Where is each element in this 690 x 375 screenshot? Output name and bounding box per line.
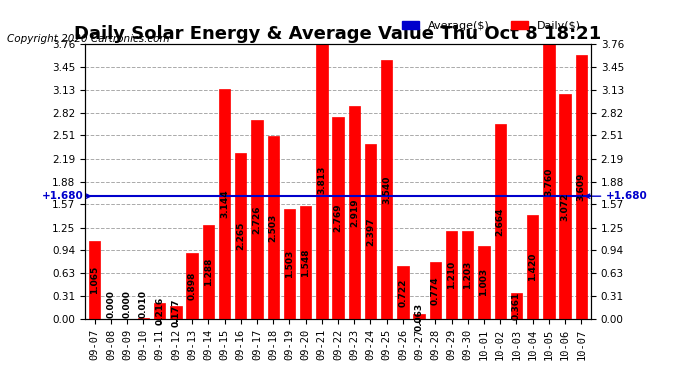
Bar	[446, 231, 457, 319]
Text: 0.898: 0.898	[188, 272, 197, 300]
Text: 1.288: 1.288	[204, 258, 213, 286]
Bar	[268, 136, 279, 319]
Title: Daily Solar Energy & Average Value Thu Oct 8 18:21: Daily Solar Energy & Average Value Thu O…	[75, 24, 602, 42]
Bar	[89, 241, 101, 319]
Legend: Average($), Daily($): Average($), Daily($)	[397, 16, 585, 36]
Bar	[300, 206, 311, 319]
Text: 1.503: 1.503	[285, 250, 294, 278]
Text: 3.144: 3.144	[220, 190, 229, 218]
Bar	[170, 306, 181, 319]
Text: 2.726: 2.726	[253, 205, 262, 234]
Text: +1.680: +1.680	[586, 191, 648, 201]
Bar	[186, 254, 198, 319]
Bar	[462, 231, 473, 319]
Text: 0.177: 0.177	[171, 298, 180, 327]
Bar	[219, 89, 230, 319]
Bar	[154, 303, 166, 319]
Bar	[138, 318, 149, 319]
Text: 2.919: 2.919	[350, 198, 359, 226]
Bar	[365, 144, 376, 319]
Bar	[527, 215, 538, 319]
Text: 0.361: 0.361	[512, 292, 521, 320]
Bar	[478, 246, 490, 319]
Bar	[560, 94, 571, 319]
Text: 3.609: 3.609	[577, 173, 586, 201]
Text: 2.265: 2.265	[236, 222, 245, 251]
Text: 0.010: 0.010	[139, 290, 148, 318]
Text: 1.203: 1.203	[463, 261, 472, 289]
Bar	[575, 55, 587, 319]
Text: 3.072: 3.072	[560, 192, 569, 221]
Text: 2.397: 2.397	[366, 217, 375, 246]
Text: 3.760: 3.760	[544, 167, 553, 196]
Bar	[235, 153, 246, 319]
Bar	[430, 262, 441, 319]
Bar	[381, 60, 393, 319]
Text: 1.210: 1.210	[447, 261, 456, 289]
Bar	[284, 209, 295, 319]
Text: 0.063: 0.063	[415, 303, 424, 331]
Text: 1.548: 1.548	[301, 248, 310, 277]
Text: 0.722: 0.722	[398, 279, 407, 307]
Text: 0.000: 0.000	[106, 290, 115, 318]
Text: 1.003: 1.003	[480, 268, 489, 296]
Text: Copyright 2020 Cartronics.com: Copyright 2020 Cartronics.com	[7, 34, 170, 44]
Bar	[511, 292, 522, 319]
Text: +1.680: +1.680	[42, 191, 90, 201]
Text: 3.540: 3.540	[382, 176, 391, 204]
Bar	[203, 225, 214, 319]
Bar	[251, 120, 263, 319]
Text: 0.000: 0.000	[123, 290, 132, 318]
Bar	[316, 40, 328, 319]
Bar	[543, 44, 555, 319]
Text: 2.503: 2.503	[268, 213, 277, 242]
Text: 2.769: 2.769	[333, 204, 342, 232]
Text: 2.664: 2.664	[495, 207, 504, 236]
Bar	[413, 314, 425, 319]
Text: 1.420: 1.420	[528, 253, 537, 281]
Text: 0.774: 0.774	[431, 276, 440, 305]
Bar	[397, 266, 408, 319]
Bar	[333, 117, 344, 319]
Text: 1.065: 1.065	[90, 266, 99, 294]
Text: 0.216: 0.216	[155, 297, 164, 325]
Bar	[495, 124, 506, 319]
Text: 3.813: 3.813	[317, 165, 326, 194]
Bar	[348, 106, 360, 319]
